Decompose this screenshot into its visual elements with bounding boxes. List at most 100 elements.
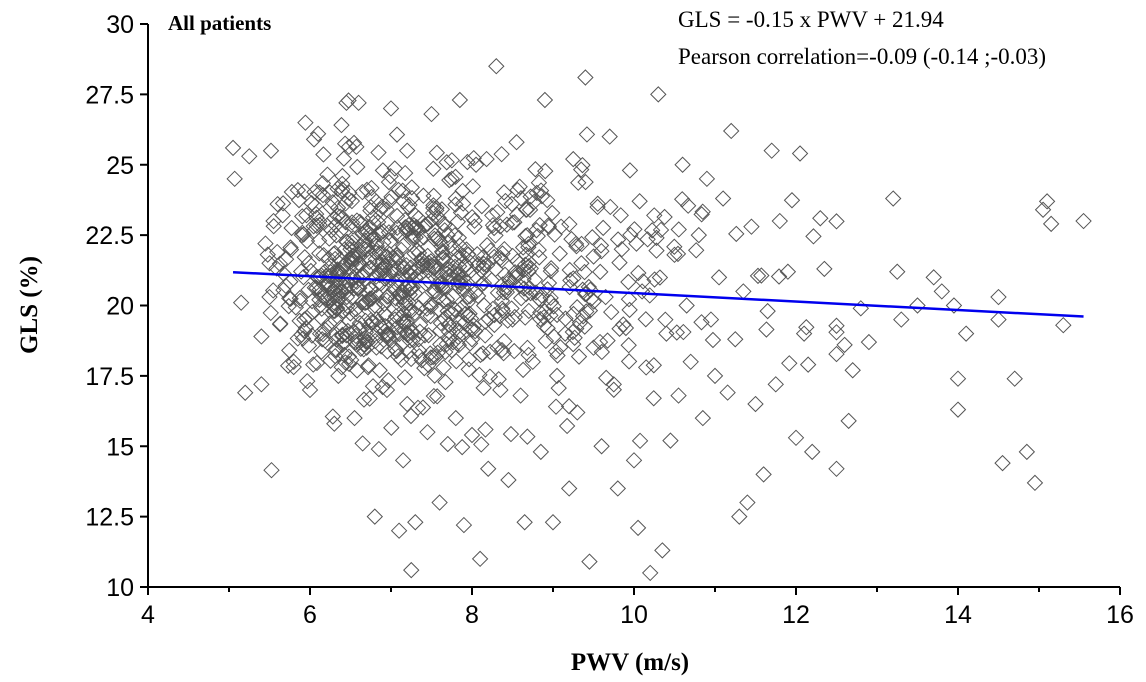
data-point	[388, 342, 405, 360]
data-point	[532, 443, 550, 461]
data-point	[731, 508, 748, 525]
data-point	[502, 425, 520, 443]
data-point	[372, 338, 390, 355]
y-tick-label: 12.5	[85, 504, 134, 532]
data-point	[468, 272, 485, 289]
data-point	[471, 550, 489, 568]
data-point	[486, 316, 503, 334]
data-point	[609, 480, 627, 497]
data-point	[404, 229, 422, 247]
data-point	[402, 350, 420, 368]
data-point	[367, 268, 385, 285]
data-point	[271, 255, 289, 273]
data-point	[292, 263, 310, 280]
data-point	[297, 319, 315, 337]
data-point	[387, 290, 404, 307]
data-point	[316, 321, 333, 338]
data-point	[357, 324, 375, 341]
data-point	[722, 122, 740, 140]
data-point	[293, 226, 311, 244]
data-point	[448, 320, 465, 337]
data-point	[517, 201, 535, 218]
data-point	[605, 376, 622, 393]
data-point	[625, 452, 643, 469]
y-tick-label: 30	[106, 11, 134, 39]
data-point	[828, 324, 845, 341]
data-point	[364, 230, 382, 247]
data-point	[436, 216, 453, 233]
data-point	[277, 250, 295, 268]
data-point	[475, 255, 493, 273]
data-point	[306, 279, 324, 297]
data-points-layer	[224, 58, 1092, 582]
data-point	[945, 297, 963, 314]
data-point	[641, 564, 659, 582]
data-point	[452, 272, 469, 289]
y-tick-label: 27.5	[85, 81, 134, 109]
data-point	[311, 184, 328, 201]
data-point	[282, 290, 299, 307]
data-point	[329, 207, 346, 225]
data-point	[537, 162, 554, 180]
data-point	[531, 216, 548, 234]
data-point	[381, 272, 399, 290]
data-point	[565, 270, 582, 287]
data-point	[353, 215, 370, 232]
data-point	[508, 134, 525, 151]
data-point	[511, 178, 528, 195]
chart-title: All patients	[168, 11, 271, 35]
data-point	[355, 391, 373, 408]
data-point	[328, 331, 345, 348]
data-point	[473, 262, 490, 279]
data-point	[294, 208, 311, 225]
data-point	[803, 443, 821, 461]
data-point	[473, 197, 491, 215]
data-point	[382, 167, 399, 185]
data-point	[459, 294, 476, 311]
data-point	[543, 204, 561, 222]
data-point	[340, 138, 358, 156]
data-point	[341, 250, 359, 267]
data-point	[274, 195, 292, 212]
data-point	[422, 298, 440, 316]
data-point	[253, 328, 270, 345]
data-point	[332, 282, 349, 300]
data-point	[373, 318, 390, 336]
data-point	[517, 256, 534, 273]
data-point	[311, 216, 328, 234]
data-point	[364, 378, 382, 395]
data-point	[520, 238, 537, 256]
data-point	[637, 359, 655, 376]
data-point	[378, 381, 396, 399]
data-point	[439, 435, 457, 453]
data-point	[345, 247, 363, 265]
data-point	[406, 245, 423, 262]
data-point	[622, 226, 639, 244]
data-point	[519, 428, 536, 445]
data-point	[289, 330, 306, 347]
data-point	[516, 309, 534, 326]
data-point	[496, 333, 513, 350]
data-point	[539, 281, 556, 298]
data-point	[564, 323, 582, 341]
data-point	[285, 358, 302, 376]
data-point	[484, 216, 502, 234]
data-point	[509, 253, 526, 270]
data-point	[506, 269, 524, 286]
data-point	[265, 218, 282, 235]
data-point	[620, 273, 637, 291]
data-point	[461, 335, 479, 352]
data-point	[759, 302, 776, 320]
data-point	[343, 214, 361, 231]
data-point	[460, 351, 478, 368]
data-point	[319, 166, 336, 183]
data-point	[1042, 215, 1060, 233]
data-point	[485, 248, 503, 266]
data-point	[500, 471, 517, 489]
data-point	[852, 300, 870, 317]
data-point	[396, 164, 414, 182]
data-point	[1055, 316, 1072, 334]
data-point	[321, 230, 338, 247]
data-point	[536, 91, 554, 109]
data-point	[407, 229, 424, 246]
